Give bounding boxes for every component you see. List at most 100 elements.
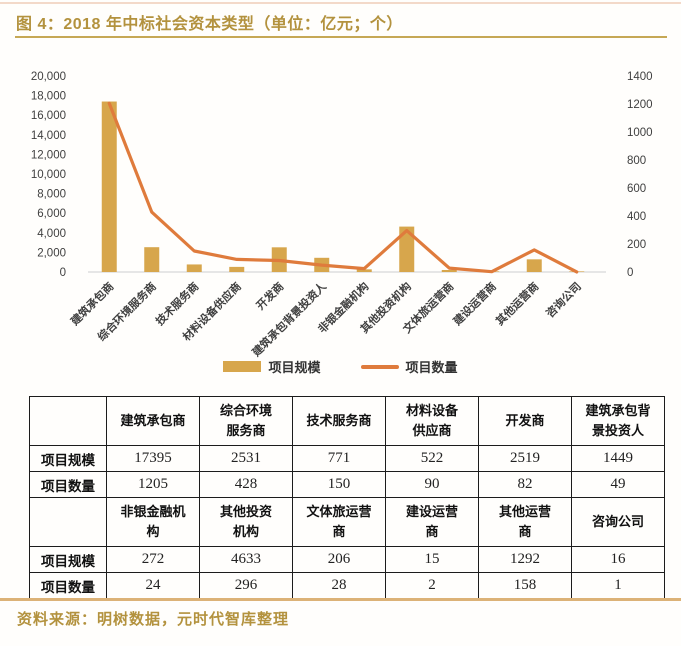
column-header: 其他投资 机构 [199, 497, 293, 547]
x-axis-label: 文体旅运营商 [400, 279, 457, 336]
chart-legend: 项目规模 项目数量 [0, 357, 681, 376]
left-axis-tick: 18,000 [31, 91, 66, 103]
column-header: 综合环境 服务商 [199, 396, 293, 446]
table-cell: 2519 [478, 445, 572, 472]
right-axis-tick: 800 [627, 155, 646, 167]
table-cell: 296 [199, 572, 293, 599]
x-axis-label: 建筑承包商 [68, 279, 117, 328]
table-cell: 1449 [571, 445, 665, 472]
x-axis-label: 综合环境服务商 [95, 279, 159, 343]
bar-project-scale [356, 269, 372, 272]
right-axis-tick: 600 [627, 183, 646, 195]
table-cell: 90 [385, 471, 479, 498]
left-axis-tick: 8,000 [37, 189, 66, 201]
left-axis-tick: 6,000 [37, 208, 66, 220]
bar-project-scale [271, 247, 287, 272]
left-axis-tick: 20,000 [31, 71, 66, 83]
table-cell: 158 [478, 572, 572, 599]
table-cell: 1 [571, 572, 665, 599]
x-axis-label: 非银金融机构 [315, 279, 372, 336]
x-axis-label: 技术服务商 [153, 279, 202, 328]
x-axis-label: 材料设备供应商 [180, 279, 244, 343]
line-legend-swatch-icon [360, 364, 399, 369]
left-axis-tick: 4,000 [37, 228, 66, 240]
combo-chart: 0 2,000 4,000 6,000 8,000 10,000 12,000 14,000 1… [31, 71, 653, 359]
x-axis-label: 咨询公司 [543, 279, 584, 320]
table-cell: 16 [571, 546, 665, 573]
table-cell: 17395 [106, 445, 200, 472]
table-cell: 82 [478, 471, 572, 498]
row-label: 项目数量 [29, 572, 107, 599]
row-label: 项目规模 [29, 445, 107, 472]
column-header: 技术服务商 [292, 396, 386, 446]
right-axis-tick: 200 [627, 239, 646, 251]
legend-item-count: 项目数量 [360, 357, 458, 376]
stub-cell [29, 497, 107, 547]
table-cell: 428 [199, 471, 293, 498]
legend-item-scale: 项目规模 [223, 357, 321, 376]
bar-legend-swatch-icon [223, 361, 262, 372]
table-cell: 49 [571, 471, 665, 498]
table-header-row-2: 非银金融机 构 其他投资 机构 文体旅运营 商 建设运营 商 其他运营 商 咨询… [29, 497, 665, 547]
column-header: 咨询公司 [571, 497, 665, 547]
x-axis-label: 开发商 [253, 279, 286, 312]
left-axis-tick: 0 [60, 267, 66, 279]
left-axis-tick: 10,000 [31, 169, 66, 181]
table-cell: 4633 [199, 546, 293, 573]
table-cell: 206 [292, 546, 386, 573]
title-underline [15, 36, 667, 38]
row-label: 项目规模 [29, 546, 107, 573]
left-axis-tick: 14,000 [31, 130, 66, 142]
x-axis-label: 其他投资机构 [357, 279, 414, 336]
table-row-count-2: 项目数量 24 296 28 2 158 1 [29, 572, 665, 599]
column-header: 文体旅运营 商 [292, 497, 386, 547]
line-legend-label: 项目数量 [405, 360, 458, 375]
right-axis-tick: 1400 [627, 71, 653, 83]
column-header: 开发商 [478, 396, 572, 446]
bar-project-scale [101, 101, 117, 273]
table-row-scale-1: 项目规模 17395 2531 771 522 2519 1449 [29, 445, 665, 472]
bar-project-scale [526, 259, 542, 272]
x-axis-label: 建设运营商 [450, 279, 499, 328]
figure-title: 图 4：2018 年中标社会资本类型（单位：亿元；个） [16, 16, 403, 33]
x-axis-label: 其他运营商 [493, 279, 542, 328]
table-header-row-1: 建筑承包商 综合环境 服务商 技术服务商 材料设备 供应商 开发商 建筑承包背 … [29, 396, 665, 446]
bar-project-scale [484, 271, 500, 272]
right-axis-tick: 1000 [627, 127, 653, 139]
bar-project-scale [569, 271, 585, 272]
left-axis-tick: 16,000 [31, 110, 66, 122]
table-cell: 150 [292, 471, 386, 498]
source-note: 资料来源：明树数据，元时代智库整理 [17, 611, 290, 628]
right-axis-tick: 1200 [627, 99, 653, 111]
table-cell: 2 [385, 572, 479, 599]
column-header: 建设运营 商 [385, 497, 479, 547]
stub-cell [29, 396, 107, 446]
bar-project-scale [186, 264, 202, 272]
table-row-count-1: 项目数量 1205 428 150 90 82 49 [29, 471, 665, 498]
column-header: 其他运营 商 [478, 497, 572, 547]
bar-project-scale [399, 226, 415, 272]
bar-legend-label: 项目规模 [268, 360, 321, 375]
left-axis-tick: 12,000 [31, 149, 66, 161]
bar-project-scale [144, 247, 160, 272]
column-header: 建筑承包背 景投资人 [571, 396, 665, 446]
left-axis-tick: 2,000 [37, 247, 66, 259]
bar-project-scale [441, 269, 457, 272]
column-header: 建筑承包商 [106, 396, 200, 446]
right-axis-tick: 0 [627, 267, 633, 279]
table-cell: 1205 [106, 471, 200, 498]
column-header: 材料设备 供应商 [385, 396, 479, 446]
table-cell: 522 [385, 445, 479, 472]
table-cell: 771 [292, 445, 386, 472]
table-cell: 24 [106, 572, 200, 599]
table-cell: 15 [385, 546, 479, 573]
table-cell: 28 [292, 572, 386, 599]
table-cell: 1292 [478, 546, 572, 573]
line-project-count [107, 101, 579, 274]
table-cell: 272 [106, 546, 200, 573]
data-table: 建筑承包商 综合环境 服务商 技术服务商 材料设备 供应商 开发商 建筑承包背 … [29, 396, 665, 599]
table-cell: 2531 [199, 445, 293, 472]
right-axis-tick: 400 [627, 211, 646, 223]
table-row-scale-2: 项目规模 272 4633 206 15 1292 16 [29, 546, 665, 573]
bar-project-scale [229, 266, 245, 272]
